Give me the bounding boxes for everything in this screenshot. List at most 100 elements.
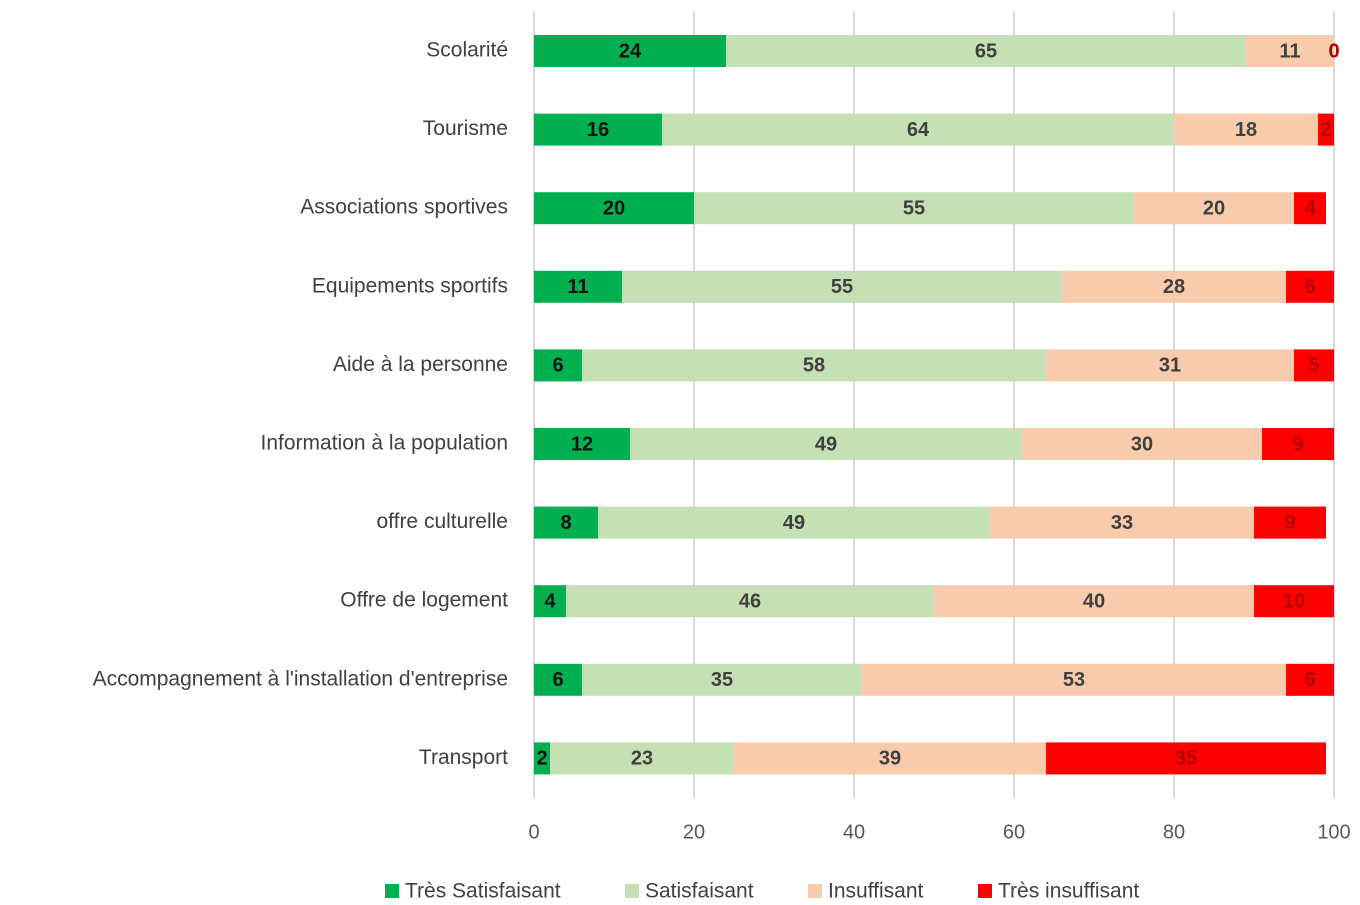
data-label: 6 <box>552 355 563 377</box>
data-label: 65 <box>975 40 997 62</box>
data-label: 2 <box>1320 119 1331 141</box>
category-label: Aide à la personne <box>333 353 508 376</box>
bar-segment <box>1318 113 1334 146</box>
category-label: Tourisme <box>423 117 508 140</box>
category-label: Accompagnement à l'installation d'entrep… <box>93 667 508 690</box>
bar-segment <box>1286 270 1334 303</box>
category-label: Information à la population <box>261 432 509 455</box>
data-label: 10 <box>1283 590 1305 612</box>
bar-segment <box>694 192 1134 225</box>
bar-segment <box>598 506 990 539</box>
x-tick-label: 80 <box>1163 821 1185 843</box>
x-tick-label: 60 <box>1003 821 1025 843</box>
data-label: 8 <box>560 512 571 534</box>
data-label: 11 <box>1279 40 1300 62</box>
bar-segment <box>622 270 1062 303</box>
bar-segment <box>1294 192 1326 225</box>
data-label: 55 <box>831 276 853 298</box>
bar-segment <box>1134 192 1294 225</box>
bar-segment <box>534 192 694 225</box>
bar-segment <box>1286 663 1334 696</box>
data-label: 20 <box>603 197 625 219</box>
bar-segment <box>534 113 662 146</box>
data-label: 2 <box>536 748 547 770</box>
data-label: 58 <box>803 355 825 377</box>
legend-label: Très Satisfaisant <box>405 880 561 903</box>
data-label: 20 <box>1203 197 1225 219</box>
data-label: 24 <box>619 40 642 62</box>
data-label: 16 <box>587 119 609 141</box>
x-tick-label: 100 <box>1317 821 1350 843</box>
bar-segment <box>534 428 630 460</box>
data-label: 46 <box>739 590 761 612</box>
bar-segment <box>534 585 566 618</box>
legend-swatch <box>978 884 992 898</box>
bar-segment <box>990 506 1254 539</box>
data-label: 39 <box>879 748 901 770</box>
data-label: 9 <box>1284 512 1295 534</box>
bar-segment <box>1174 113 1318 146</box>
bar-segment <box>1022 428 1262 460</box>
data-label: 53 <box>1063 669 1085 691</box>
data-label: 4 <box>544 590 556 612</box>
data-label: 35 <box>1175 748 1197 770</box>
bar-segment <box>1046 742 1326 775</box>
data-label: 64 <box>907 119 930 141</box>
bar-segment <box>1246 35 1334 67</box>
category-label: Transport <box>419 746 508 769</box>
data-label: 18 <box>1235 119 1257 141</box>
bar-segment <box>630 428 1022 460</box>
legend-label: Insuffisant <box>828 880 924 903</box>
bar-segment <box>862 663 1286 696</box>
legend-label: Satisfaisant <box>645 880 754 903</box>
data-label: 49 <box>815 433 837 455</box>
data-label: 23 <box>631 748 653 770</box>
bar-segment <box>734 742 1046 775</box>
data-label: 4 <box>1304 197 1316 219</box>
x-tick-label: 0 <box>528 821 539 843</box>
category-label: Offre de logement <box>340 589 508 612</box>
data-label: 12 <box>571 433 593 455</box>
bar-segment <box>582 663 862 696</box>
bar-segment <box>1062 270 1286 303</box>
bar-segment <box>662 113 1174 146</box>
data-label: 5 <box>1308 355 1319 377</box>
bar-segment <box>534 742 550 775</box>
bar-segment <box>1046 349 1294 382</box>
bar-segment <box>934 585 1254 618</box>
x-tick-label: 20 <box>683 821 705 843</box>
data-label: 35 <box>711 669 733 691</box>
bar-segment <box>726 35 1246 67</box>
legend-swatch <box>808 884 822 898</box>
bar-segment <box>1254 506 1326 539</box>
bar-segment <box>1262 428 1334 460</box>
bar-segment <box>534 270 622 303</box>
bar-segment <box>534 349 582 382</box>
data-label: 9 <box>1292 433 1303 455</box>
category-label: Associations sportives <box>300 196 508 219</box>
category-label: Scolarité <box>426 39 508 62</box>
data-label: 6 <box>1304 669 1315 691</box>
bar-segment <box>1294 349 1334 382</box>
legend-swatch <box>385 884 399 898</box>
x-tick-label: 40 <box>843 821 865 843</box>
category-label: offre culturelle <box>376 510 508 533</box>
data-label: 11 <box>567 276 588 298</box>
data-label: 55 <box>903 197 925 219</box>
data-label: 0 <box>1328 40 1339 62</box>
data-label: 40 <box>1083 590 1105 612</box>
data-label: 49 <box>783 512 805 534</box>
category-label: Equipements sportifs <box>312 274 508 297</box>
bar-segment <box>582 349 1046 382</box>
bar-segment <box>1254 585 1334 618</box>
data-label: 6 <box>1304 276 1315 298</box>
data-label: 31 <box>1159 355 1181 377</box>
legend-label: Très insuffisant <box>998 880 1139 903</box>
legend-swatch <box>625 884 639 898</box>
bar-segment <box>566 585 934 618</box>
bar-segment <box>534 663 582 696</box>
bar-segment <box>550 742 734 775</box>
data-label: 30 <box>1131 433 1153 455</box>
bar-segment <box>534 506 598 539</box>
